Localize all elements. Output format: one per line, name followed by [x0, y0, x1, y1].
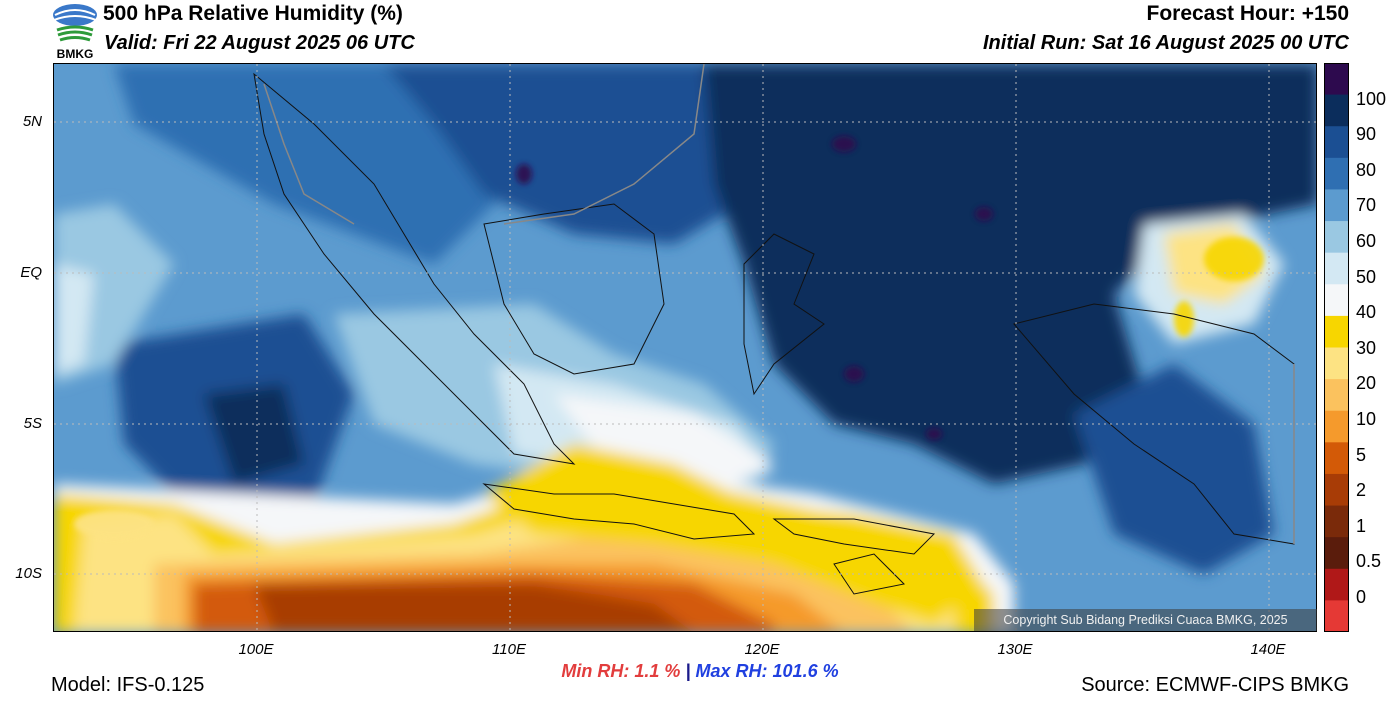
colorbar-swatch — [1324, 473, 1349, 507]
colorbar-swatch — [1324, 284, 1349, 317]
map-title: 500 hPa Relative Humidity (%) — [103, 2, 403, 25]
borneo-coast — [483, 203, 665, 375]
data-source: Source: ECMWF-CIPS BMKG — [1081, 674, 1349, 696]
colorbar-label-2: 2 — [1356, 480, 1367, 500]
valid-time: Valid: Fri 22 August 2025 06 UTC — [104, 32, 415, 54]
humidity-map — [53, 63, 1317, 632]
colorbar-swatch — [1324, 568, 1349, 601]
colorbar-label-30: 30 — [1356, 338, 1377, 358]
colorbar-swatch — [1324, 126, 1349, 159]
colorbar-label-40: 40 — [1356, 302, 1377, 322]
colorbar-label-0.5: 0.5 — [1356, 551, 1382, 571]
colorbar-swatch — [1324, 221, 1349, 254]
lon-label-140e: 140E — [1250, 641, 1286, 658]
colorbar-swatch — [1324, 94, 1349, 127]
lon-label-100e: 100E — [238, 641, 274, 658]
borders — [263, 64, 1295, 544]
humidity-detail — [74, 136, 1264, 538]
lat-label-5n: 5N — [22, 113, 42, 130]
colorbar-swatch — [1324, 347, 1349, 380]
lat-label-10s: 10S — [15, 565, 42, 582]
colorbar-swatch — [1324, 537, 1349, 570]
colorbar-swatch — [1324, 379, 1349, 412]
colorbar-label-60: 60 — [1356, 231, 1377, 251]
colorbar-swatch — [1324, 410, 1349, 443]
colorbar-label-20: 20 — [1356, 373, 1377, 393]
min-rh-label: Min RH: — [561, 661, 630, 681]
logo-text: BMKG — [57, 47, 94, 60]
model-name: Model: IFS-0.125 — [51, 674, 205, 696]
colorbar-swatch — [1324, 63, 1349, 96]
colorbar-swatch — [1324, 252, 1349, 285]
max-rh-value: 101.6 % — [772, 661, 839, 681]
colorbar-label-80: 80 — [1356, 160, 1377, 180]
colorbar-swatch — [1324, 505, 1349, 538]
colorbar-border — [1324, 63, 1349, 632]
copyright-notice: Copyright Sub Bidang Prediksi Cuaca BMKG… — [974, 609, 1317, 631]
forecast-hour: Forecast Hour: +150 — [1146, 2, 1350, 25]
colorbar-label-100: 100 — [1356, 89, 1387, 109]
lon-label-120e: 120E — [744, 641, 780, 658]
java-coast — [482, 483, 756, 540]
bmkg-logo: BMKG — [51, 2, 99, 61]
colorbar-label-10: 10 — [1356, 409, 1377, 429]
colorbar-label-50: 50 — [1356, 267, 1377, 287]
lat-label-5s: 5S — [23, 415, 42, 432]
colorbar-swatch — [1324, 600, 1349, 633]
colorbar-label-90: 90 — [1356, 124, 1377, 144]
graticule — [54, 64, 1316, 631]
lon-label-130e: 130E — [997, 641, 1033, 658]
colorbar-swatch — [1324, 442, 1349, 475]
min-rh-value: 1.1 % — [634, 661, 681, 681]
colorbar-swatch — [1324, 157, 1349, 190]
max-rh-label: Max RH: — [695, 661, 768, 681]
lat-label-eq: EQ — [20, 264, 42, 281]
colorbar-label-1: 1 — [1356, 516, 1367, 536]
sulawesi-coast — [743, 233, 825, 396]
colorbar-label-70: 70 — [1356, 195, 1377, 215]
sumatra-coast — [253, 72, 576, 465]
colorbar-label-0: 0 — [1356, 587, 1367, 607]
initial-run: Initial Run: Sat 16 August 2025 00 UTC — [982, 32, 1349, 54]
colorbar — [1324, 63, 1349, 633]
timor-coast — [833, 553, 906, 595]
stats-separator: | — [685, 661, 691, 681]
lon-label-110e: 110E — [492, 641, 526, 658]
colorbar-label-5: 5 — [1356, 445, 1367, 465]
rh-stats: Min RH: 1.1 % | Max RH: 101.6 % — [0, 661, 1400, 682]
colorbar-swatch — [1324, 315, 1349, 348]
colorbar-swatch — [1324, 189, 1349, 222]
nusa-tenggara-coast — [772, 518, 936, 555]
